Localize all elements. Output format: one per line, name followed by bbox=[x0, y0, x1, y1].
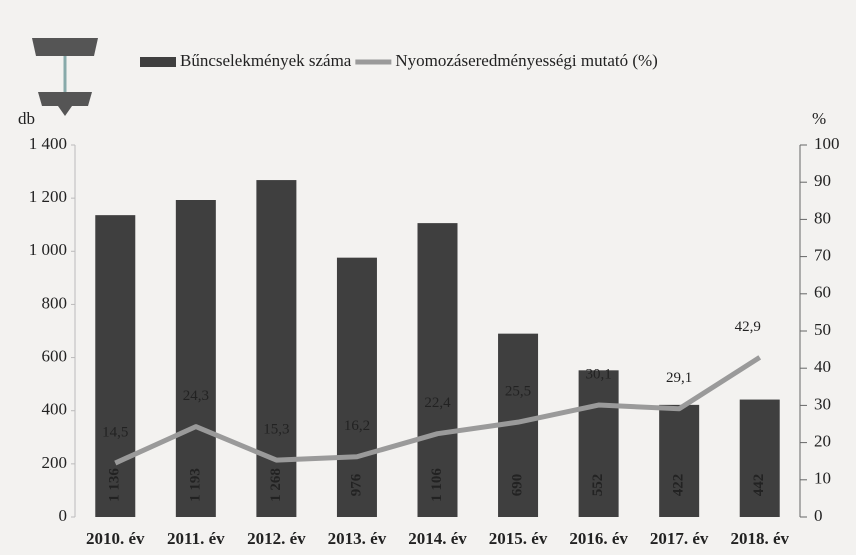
line-value-label: 29,1 bbox=[666, 370, 692, 386]
bar-value-label: 442 bbox=[751, 474, 767, 497]
bar-value-label: 1 106 bbox=[429, 468, 445, 502]
bar bbox=[256, 180, 297, 517]
y2-tick-label: 100 bbox=[814, 134, 840, 153]
y-tick-label: 400 bbox=[42, 400, 68, 419]
y2-tick-label: 10 bbox=[814, 469, 831, 488]
x-tick-label: 2012. év bbox=[247, 529, 306, 548]
x-tick-label: 2010. év bbox=[86, 529, 145, 548]
legend-label: Nyomozáseredményességi mutató (%) bbox=[395, 51, 657, 70]
line-value-label: 16,2 bbox=[344, 418, 370, 434]
bar-value-label: 1 268 bbox=[268, 468, 284, 502]
line-value-label: 24,3 bbox=[183, 388, 209, 404]
y2-tick-label: 50 bbox=[814, 320, 831, 339]
y2-tick-label: 40 bbox=[814, 357, 831, 376]
bar-value-label: 422 bbox=[671, 474, 687, 497]
bar bbox=[175, 200, 216, 517]
x-tick-label: 2018. év bbox=[730, 529, 789, 548]
bar-value-label: 1 136 bbox=[107, 468, 123, 502]
y2-axis-label: % bbox=[812, 109, 826, 128]
line-value-label: 22,4 bbox=[424, 395, 451, 411]
y2-tick-label: 60 bbox=[814, 283, 831, 302]
y-tick-label: 1 400 bbox=[29, 134, 67, 153]
y-tick-label: 1 000 bbox=[29, 240, 67, 259]
legend-label: Bűncselekmények száma bbox=[180, 51, 352, 70]
y2-tick-label: 30 bbox=[814, 394, 831, 413]
bar bbox=[578, 370, 619, 517]
bar-value-label: 552 bbox=[590, 474, 606, 497]
line-value-label: 15,3 bbox=[263, 422, 289, 438]
y-tick-label: 0 bbox=[59, 506, 68, 525]
line-value-label: 14,5 bbox=[102, 424, 128, 440]
y2-tick-label: 90 bbox=[814, 171, 831, 190]
line-value-label: 25,5 bbox=[505, 384, 531, 400]
bar-value-label: 976 bbox=[348, 473, 364, 496]
y-tick-label: 800 bbox=[42, 293, 68, 312]
x-tick-label: 2016. év bbox=[569, 529, 628, 548]
x-tick-label: 2014. év bbox=[408, 529, 467, 548]
bar-value-label: 690 bbox=[509, 474, 525, 497]
y2-tick-label: 20 bbox=[814, 432, 831, 451]
x-tick-label: 2013. év bbox=[328, 529, 387, 548]
y2-tick-label: 70 bbox=[814, 246, 831, 265]
y2-tick-label: 80 bbox=[814, 208, 831, 227]
x-tick-label: 2017. év bbox=[650, 529, 709, 548]
bar bbox=[739, 399, 780, 517]
y-tick-label: 1 200 bbox=[29, 187, 67, 206]
y-axis-label: db bbox=[18, 109, 35, 128]
y2-tick-label: 0 bbox=[814, 506, 823, 525]
y-tick-label: 200 bbox=[42, 453, 68, 472]
line-value-label: 30,1 bbox=[585, 366, 611, 382]
legend-swatch bbox=[140, 57, 176, 67]
line bbox=[114, 355, 762, 466]
x-tick-label: 2011. év bbox=[167, 529, 225, 548]
x-tick-label: 2015. év bbox=[489, 529, 548, 548]
bar bbox=[659, 404, 700, 517]
y-tick-label: 600 bbox=[42, 346, 68, 365]
logo bbox=[32, 38, 98, 116]
bar bbox=[95, 215, 136, 518]
line-value-label: 42,9 bbox=[735, 319, 761, 335]
bar bbox=[417, 223, 458, 517]
bar-value-label: 1 193 bbox=[187, 468, 203, 502]
bar bbox=[336, 257, 377, 517]
